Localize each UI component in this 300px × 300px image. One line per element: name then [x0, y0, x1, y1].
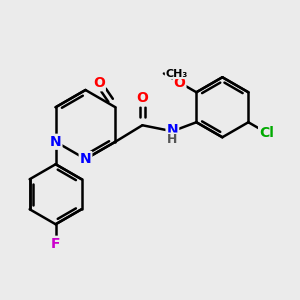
Text: N: N	[80, 152, 91, 166]
Text: N: N	[167, 123, 178, 137]
Text: O: O	[93, 76, 105, 90]
Text: CH₃: CH₃	[165, 68, 188, 79]
Text: Cl: Cl	[259, 126, 274, 140]
Text: O: O	[136, 91, 148, 105]
Text: N: N	[50, 135, 62, 149]
Text: O: O	[174, 76, 185, 89]
Text: F: F	[51, 237, 60, 251]
Text: H: H	[167, 133, 178, 146]
